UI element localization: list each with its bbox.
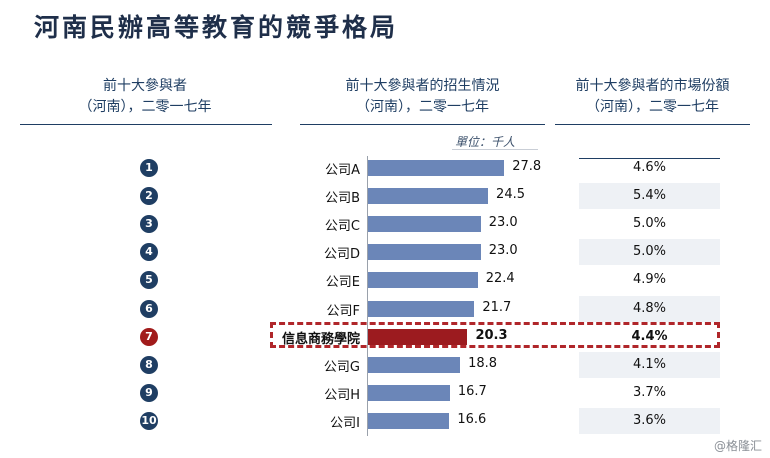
enrollment-bar	[368, 244, 481, 261]
rank-badge: 4	[140, 243, 158, 262]
rank-header-rule	[20, 124, 272, 125]
rank-badge: 5	[140, 271, 158, 290]
company-name: 公司E	[325, 275, 360, 291]
enrollment-bar	[368, 188, 489, 205]
rank-badge: 2	[140, 187, 158, 206]
enrollment-header-line1: 前十大參與者的招生情況	[345, 78, 500, 94]
company-name: 公司C	[324, 219, 360, 235]
enrollment-header-rule	[300, 124, 545, 125]
enrollment-bar	[368, 160, 505, 176]
market-share-cell: 4.9%	[632, 272, 667, 288]
company-name: 信息商務學院	[281, 331, 360, 347]
enrollment-bar	[368, 356, 461, 373]
enrollment-value-label: 16.6	[457, 411, 487, 427]
enrollment-value-label: 20.3	[475, 327, 508, 343]
market-share-cell: 4.8%	[579, 295, 720, 322]
highlight-dashed-box	[270, 322, 720, 348]
share-header-line2: （河南），二零一七年	[586, 99, 719, 115]
rank-badge: 1	[140, 159, 158, 177]
enrollment-bar	[368, 328, 468, 345]
rank-badge: 9	[140, 383, 158, 402]
unit-label: 單位：千人	[455, 135, 516, 149]
company-name: 公司A	[325, 163, 360, 178]
rank-header-line2: （河南），二零一七年	[78, 99, 212, 115]
market-share-cell: 4.6%	[632, 160, 667, 175]
enrollment-value-label: 24.5	[496, 187, 525, 203]
company-name: 公司G	[323, 359, 360, 375]
enrollment-value-label: 21.7	[482, 299, 512, 315]
rank-badge: 10	[140, 411, 158, 430]
market-share-cell: 5.0%	[579, 239, 720, 266]
rank-badge: 8	[140, 355, 158, 374]
enrollment-bar	[368, 272, 478, 289]
enrollment-value-label: 23.0	[488, 215, 518, 231]
enrollment-value-label: 18.8	[468, 355, 498, 371]
market-share-cell: 3.6%	[579, 407, 720, 434]
share-table-top-rule	[579, 158, 720, 159]
watermark: @格隆汇	[713, 439, 762, 453]
market-share-cell: 4.4%	[631, 328, 668, 344]
market-share-cell: 5.0%	[632, 216, 667, 232]
market-share-cell: 5.4%	[579, 183, 720, 210]
share-header-rule	[555, 124, 750, 125]
enrollment-bar	[368, 300, 475, 317]
company-name: 公司H	[324, 387, 360, 403]
market-share-cell: 3.7%	[632, 384, 667, 400]
enrollment-value-label: 27.8	[512, 159, 542, 174]
market-share-cell: 4.1%	[579, 351, 720, 378]
enrollment-value-label: 16.7	[457, 383, 487, 399]
page-title: 河南民辦高等教育的競爭格局	[34, 13, 399, 42]
chart-axis-line	[367, 156, 368, 436]
rank-badge: 7	[140, 327, 158, 346]
rank-column-header: 前十大參與者 （河南），二零一七年	[20, 76, 270, 118]
enrollment-column-header: 前十大參與者的招生情況 （河南），二零一七年	[300, 76, 545, 118]
enrollment-bar	[368, 412, 450, 429]
company-name: 公司I	[330, 415, 360, 431]
rank-badge: 3	[140, 215, 158, 234]
enrollment-value-label: 22.4	[485, 271, 515, 287]
enrollment-bar	[368, 216, 481, 233]
company-name: 公司B	[325, 191, 360, 207]
enrollment-header-line2: （河南），二零一七年	[356, 99, 489, 115]
share-column-header: 前十大參與者的市場份額 （河南），二零一七年	[555, 76, 750, 118]
unit-rule	[452, 149, 538, 150]
share-header-line1: 前十大參與者的市場份額	[575, 78, 730, 94]
enrollment-bar	[368, 384, 450, 401]
rank-header-line1: 前十大參與者	[103, 78, 187, 94]
rank-badge: 6	[140, 299, 158, 318]
company-name: 公司D	[323, 247, 360, 263]
company-name: 公司F	[326, 303, 360, 319]
enrollment-value-label: 23.0	[488, 243, 518, 259]
